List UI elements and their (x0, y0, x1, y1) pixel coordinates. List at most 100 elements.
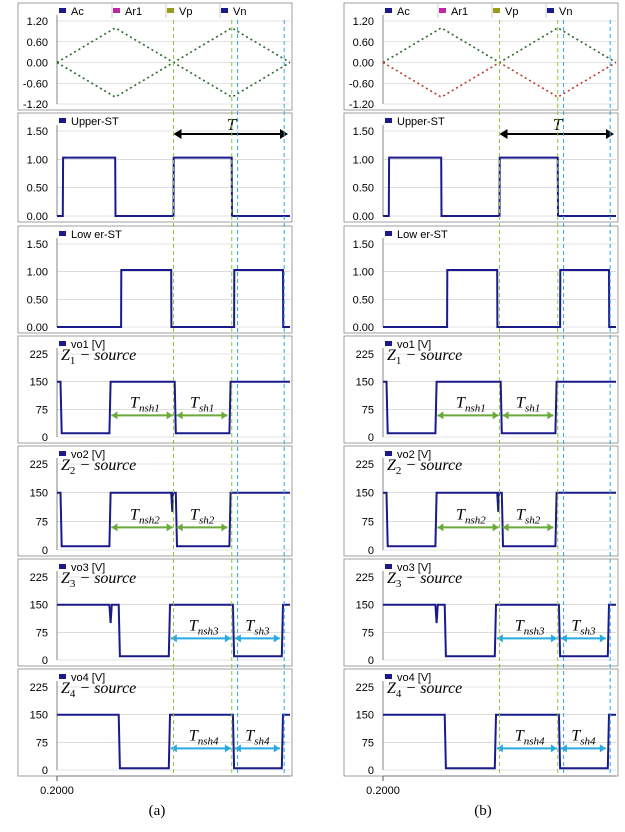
y-tick-label: 0.00 (353, 322, 374, 334)
legend-swatch (221, 8, 228, 13)
y-tick-label: 0.50 (27, 294, 48, 306)
voltage-trace (57, 491, 290, 548)
legend-entry: vo3 [V] (71, 562, 105, 574)
y-tick-label: 0 (368, 765, 374, 777)
legend-entry: Ar1 (451, 6, 468, 18)
y-tick-label: 1.50 (353, 239, 374, 251)
source-label: Z3 − source (387, 570, 462, 590)
panel-vo4: 225 150 75 0 vo4 [V]Z4 − source Tnsh4 Tsh4 (17, 668, 293, 777)
y-tick-label: 0.00 (27, 322, 48, 334)
arrowhead (550, 634, 557, 643)
arrowhead (111, 523, 118, 532)
y-tick-label: 0.00 (27, 58, 48, 70)
y-tick-label: 75 (362, 516, 374, 528)
interval-label: Tnsh3 (189, 617, 219, 637)
pulse-trace (57, 269, 290, 328)
arrowhead (492, 411, 499, 420)
y-tick-label: 75 (362, 627, 374, 639)
legend-swatch (59, 118, 66, 123)
legend-swatch (385, 8, 392, 13)
y-tick-label: 150 (30, 377, 48, 389)
legend-swatch (439, 8, 446, 13)
legend-swatch (59, 674, 66, 679)
arrowhead (502, 411, 509, 420)
interval-label: Tsh4 (245, 727, 270, 747)
interval-label: Tsh2 (190, 506, 215, 526)
legend-entry: Vn (233, 6, 246, 18)
panel-vo1: 225 150 75 0 vo1 [V]Z1 − source Tnsh1 Tsh1 (343, 335, 619, 444)
interval-label: Tsh3 (571, 617, 596, 637)
panel-frame (17, 445, 293, 557)
interval-label: Tsh1 (516, 394, 540, 414)
y-tick-label: 75 (36, 404, 48, 416)
subfigure-label-a: (a) (148, 803, 166, 819)
legend-swatch (385, 674, 392, 679)
source-label: Z1 − source (61, 347, 136, 367)
panel-frame (17, 2, 293, 111)
panel-vo3: 225 150 75 0 vo3 [V]Z3 − source Tnsh3 Tsh3 (343, 558, 619, 667)
subfigure-b: 1.20 0.60 0.00 -0.60 -1.20 Ac Ar1 Vp Vn 1.50 1.00 0… (343, 2, 619, 797)
panel-upper-st: 1.50 1.00 0.50 0.00 Upper-ST T (17, 112, 293, 223)
panel-vo4: 225 150 75 0 vo4 [V]Z4 − source Tnsh4 Tsh4 (343, 668, 619, 777)
arrowhead (547, 523, 554, 532)
panel-vo3: 225 150 75 0 vo3 [V]Z3 − source Tnsh3 Tsh3 (17, 558, 293, 667)
legend-entry: Vn (559, 6, 572, 18)
y-tick-label: 0 (42, 655, 48, 667)
panel-frame (17, 558, 293, 667)
legend-swatch (59, 8, 66, 13)
y-tick-label: 75 (36, 516, 48, 528)
x-tick-label: 0.2000 (40, 785, 74, 797)
legend-swatch (167, 8, 174, 13)
legend-entry: vo2 [V] (71, 449, 105, 461)
legend-entry: vo1 [V] (71, 339, 105, 351)
source-label: Z4 − source (387, 680, 462, 700)
y-tick-label: 225 (30, 349, 48, 361)
legend-swatch (59, 341, 66, 346)
legend-swatch (547, 8, 554, 13)
arrowhead (224, 744, 231, 753)
legend-swatch (385, 118, 392, 123)
legend-entry: Upper-ST (71, 116, 119, 128)
panel-frame (343, 558, 619, 667)
interval-label: Tsh2 (516, 506, 541, 526)
arrowhead (492, 523, 499, 532)
y-tick-label: -0.60 (23, 78, 48, 90)
arrowhead (221, 411, 228, 420)
arrowhead (221, 523, 228, 532)
y-tick-label: 0.60 (353, 37, 374, 49)
interval-label: Tsh1 (190, 394, 214, 414)
panel-lower-st: 1.50 1.00 0.50 0.00 Low er-ST (17, 225, 293, 334)
y-tick-label: 75 (36, 737, 48, 749)
arrowhead (111, 411, 118, 420)
legend-swatch (59, 451, 66, 456)
interval-label: Tsh4 (571, 727, 596, 747)
interval-label: Tnsh4 (189, 727, 219, 747)
arrowhead (166, 411, 173, 420)
legend-swatch (59, 231, 66, 236)
arrowhead (550, 744, 557, 753)
y-tick-label: 1.50 (27, 239, 48, 251)
y-tick-label: 225 (356, 682, 374, 694)
interval-label: Tnsh3 (515, 617, 545, 637)
pulse-trace (57, 156, 290, 217)
interval-label: Tnsh2 (456, 506, 486, 526)
x-tick-label: 0.2000 (366, 785, 400, 797)
y-tick-label: 0 (368, 655, 374, 667)
y-tick-label: -1.20 (23, 99, 48, 111)
legend-swatch (59, 564, 66, 569)
voltage-trace (383, 713, 616, 770)
panel-carriers: 1.20 0.60 0.00 -0.60 -1.20 Ac Ar1 Vp Vn (343, 2, 619, 111)
y-tick-label: 150 (356, 600, 374, 612)
legend-entry: vo1 [V] (397, 339, 431, 351)
panel-vo2: 225 150 75 0 vo2 [V]Z2 − source Tnsh2 Tsh2 (17, 445, 293, 557)
legend-entry: Vp (179, 6, 192, 18)
panel-frame (17, 668, 293, 777)
y-tick-label: 1.50 (27, 126, 48, 138)
legend-entry: vo2 [V] (397, 449, 431, 461)
legend-entry: Upper-ST (397, 116, 445, 128)
y-tick-label: 150 (356, 710, 374, 722)
pulse-trace (383, 156, 616, 217)
pulse-trace (383, 269, 616, 328)
y-tick-label: 0.00 (27, 211, 48, 223)
arrowhead (166, 523, 173, 532)
